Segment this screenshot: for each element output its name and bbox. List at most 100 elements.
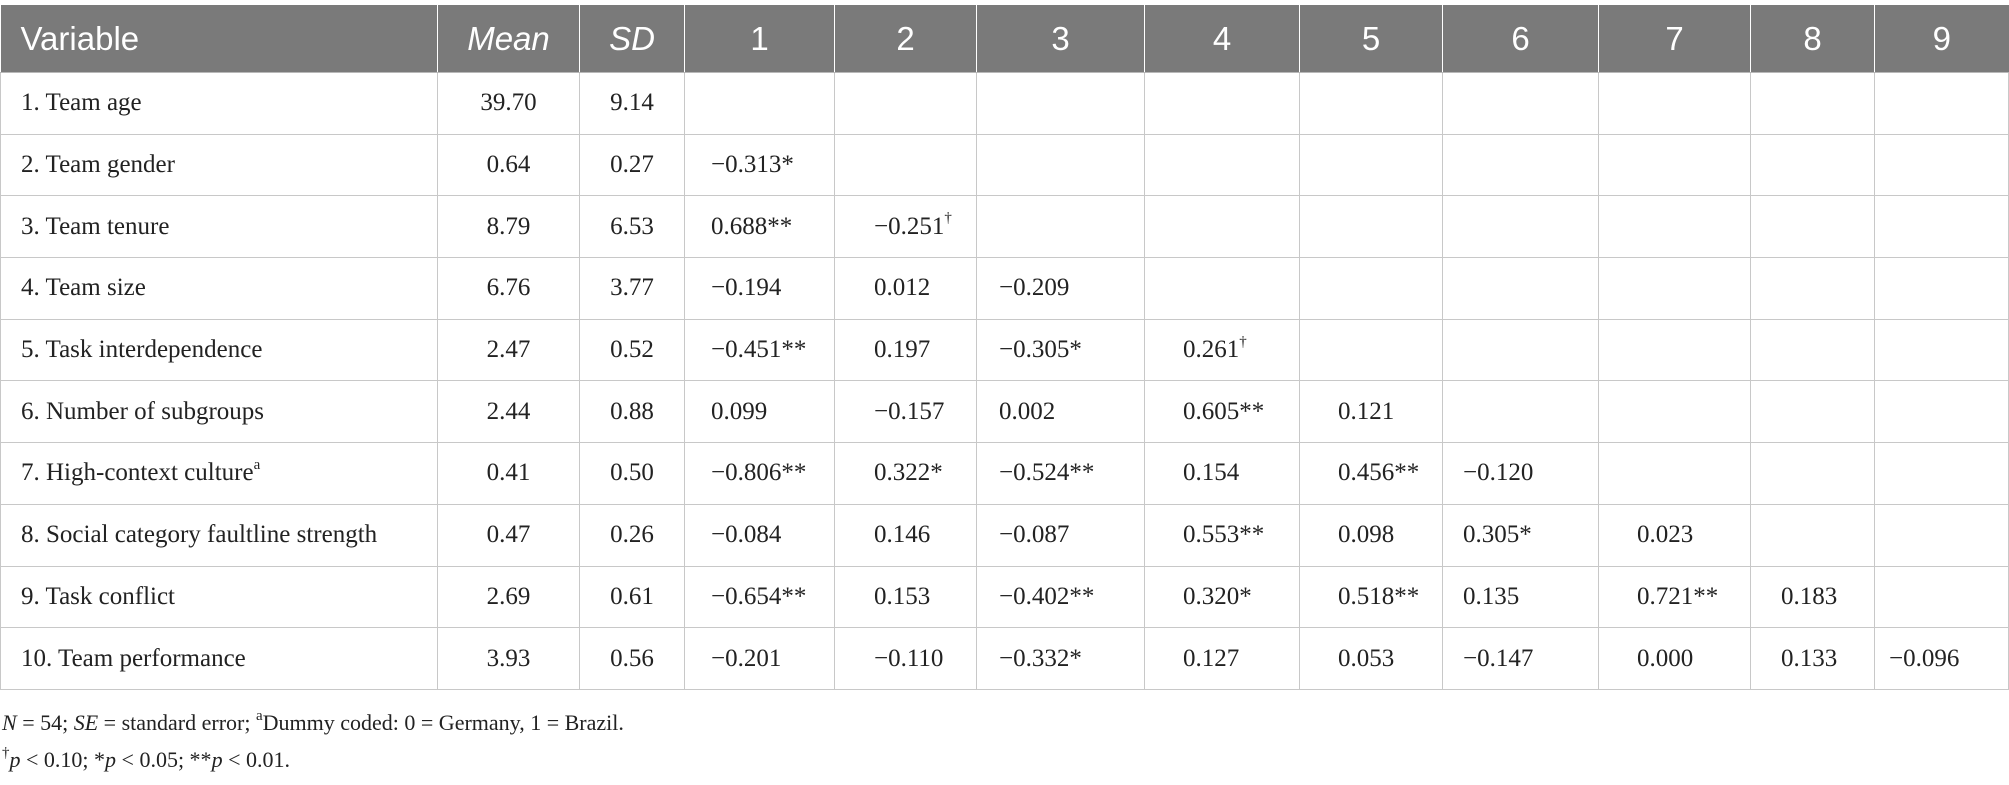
correlation-value: 0.605** [1183, 397, 1265, 425]
note-n-value: = 54; [16, 710, 74, 735]
correlation-cell [1442, 72, 1599, 135]
correlation-cell [1598, 318, 1751, 382]
note-line-1: N = 54; SE = standard error; aDummy code… [2, 704, 624, 741]
mean-cell: 0.47 [437, 503, 580, 567]
correlation-value: −0.654** [711, 582, 807, 610]
note-p3: p [211, 747, 223, 772]
correlation-cell: 0.183 [1750, 565, 1875, 629]
correlation-cell: −0.332* [976, 627, 1145, 690]
correlation-cell: −0.084 [684, 503, 835, 567]
correlation-cell [1299, 195, 1443, 259]
correlation-cell [1299, 72, 1443, 135]
correlation-cell: −0.157 [834, 380, 977, 444]
variable-label-text: 7. High-context culture [21, 459, 254, 487]
correlation-value: −0.806** [711, 459, 807, 487]
sd-cell: 0.50 [579, 442, 685, 505]
correlation-value: −0.110 [874, 644, 944, 672]
correlation-cell: −0.313* [684, 133, 835, 197]
header-col-4: 4 [1144, 5, 1300, 73]
correlation-cell [1442, 195, 1599, 259]
correlation-value: −0.451** [711, 336, 807, 364]
correlation-value: −0.096 [1889, 644, 1960, 672]
variable-label-text: 6. Number of subgroups [21, 397, 265, 425]
correlation-cell: −0.209 [976, 257, 1145, 320]
mean-cell: 2.47 [437, 318, 580, 382]
correlation-value: 0.121 [1338, 397, 1395, 425]
correlation-cell [1750, 133, 1875, 197]
mean-cell: 2.69 [437, 565, 580, 629]
variable-label: 2. Team gender [0, 133, 438, 197]
correlation-cell: 0.197 [834, 318, 977, 382]
variable-label-text: 2. Team gender [21, 151, 175, 179]
variable-label: 4. Team size [0, 257, 438, 320]
variable-label-text: 8. Social category faultline strength [21, 521, 378, 549]
significance-dagger: † [1239, 333, 1247, 350]
correlation-cell [1874, 133, 2009, 197]
correlation-cell: 0.154 [1144, 442, 1300, 505]
correlation-cell: −0.096 [1874, 627, 2009, 690]
correlation-value: 0.146 [874, 521, 931, 549]
correlation-cell: 0.153 [834, 565, 977, 629]
correlation-value: −0.332* [999, 644, 1082, 672]
note-se-def: = standard error; [98, 710, 256, 735]
correlation-cell: −0.305* [976, 318, 1145, 382]
correlation-cell [1750, 72, 1875, 135]
correlation-table: Variable Mean SD 1 2 3 4 5 6 7 8 9 1. Te… [0, 5, 2009, 690]
correlation-cell [1874, 380, 2009, 444]
correlation-cell: 0.133 [1750, 627, 1875, 690]
correlation-cell: −0.147 [1442, 627, 1599, 690]
mean-cell: 2.44 [437, 380, 580, 444]
correlation-cell [1750, 380, 1875, 444]
variable-label: 3. Team tenure [0, 195, 438, 259]
correlation-value: −0.194 [711, 274, 782, 302]
correlation-cell: 0.053 [1299, 627, 1443, 690]
note-dummy: Dummy coded: 0 = Germany, 1 = Brazil. [262, 710, 624, 735]
correlation-cell: 0.518** [1299, 565, 1443, 629]
correlation-cell [1750, 318, 1875, 382]
correlation-cell [1874, 72, 2009, 135]
variable-label: 5. Task interdependence [0, 318, 438, 382]
correlation-cell: 0.099 [684, 380, 835, 444]
correlation-cell: 0.135 [1442, 565, 1599, 629]
correlation-cell [1598, 380, 1751, 444]
mean-cell: 8.79 [437, 195, 580, 259]
variable-label-text: 3. Team tenure [21, 212, 170, 240]
correlation-cell [834, 72, 977, 135]
mean-cell: 3.93 [437, 627, 580, 690]
correlation-cell: 0.023 [1598, 503, 1751, 567]
table-row: 3. Team tenure 8.79 6.53 0.688** −0.251† [0, 195, 2009, 259]
variable-label-text: 4. Team size [21, 274, 146, 302]
table-row: 2. Team gender 0.64 0.27 −0.313* [0, 133, 2009, 197]
correlation-cell: 0.002 [976, 380, 1145, 444]
correlation-cell [1144, 195, 1300, 259]
mean-cell: 0.64 [437, 133, 580, 197]
correlation-value: 0.553** [1183, 521, 1265, 549]
correlation-cell: 0.721** [1598, 565, 1751, 629]
variable-label: 1. Team age [0, 72, 438, 135]
correlation-cell: 0.121 [1299, 380, 1443, 444]
variable-label-sup: a [253, 457, 261, 474]
correlation-cell [1299, 318, 1443, 382]
correlation-cell [1598, 72, 1751, 135]
note-n: N [2, 710, 17, 735]
table-row: 4. Team size 6.76 3.77 −0.194 0.012 −0.209 [0, 257, 2009, 320]
correlation-value: 0.099 [711, 397, 768, 425]
note-t1: < 0.10; * [20, 747, 106, 772]
correlation-cell [1598, 195, 1751, 259]
correlation-cell: 0.261† [1144, 318, 1300, 382]
header-col-2: 2 [834, 5, 977, 73]
correlation-value: 0.000 [1637, 644, 1694, 672]
table-body: 1. Team age 39.70 9.14 2. Team gender 0.64 0.… [0, 72, 2009, 690]
note-p2: p [105, 747, 117, 772]
correlation-value: −0.251 [874, 212, 945, 240]
correlation-cell: 0.305* [1442, 503, 1599, 567]
correlation-value: 0.053 [1338, 644, 1395, 672]
correlation-cell: 0.456** [1299, 442, 1443, 505]
correlation-value: 0.305* [1463, 521, 1532, 549]
correlation-value: −0.524** [999, 459, 1095, 487]
header-col-8: 8 [1750, 5, 1875, 73]
correlation-cell: 0.605** [1144, 380, 1300, 444]
correlation-value: 0.002 [999, 397, 1056, 425]
header-variable: Variable [0, 5, 438, 73]
correlation-value: 0.261 [1183, 336, 1240, 364]
